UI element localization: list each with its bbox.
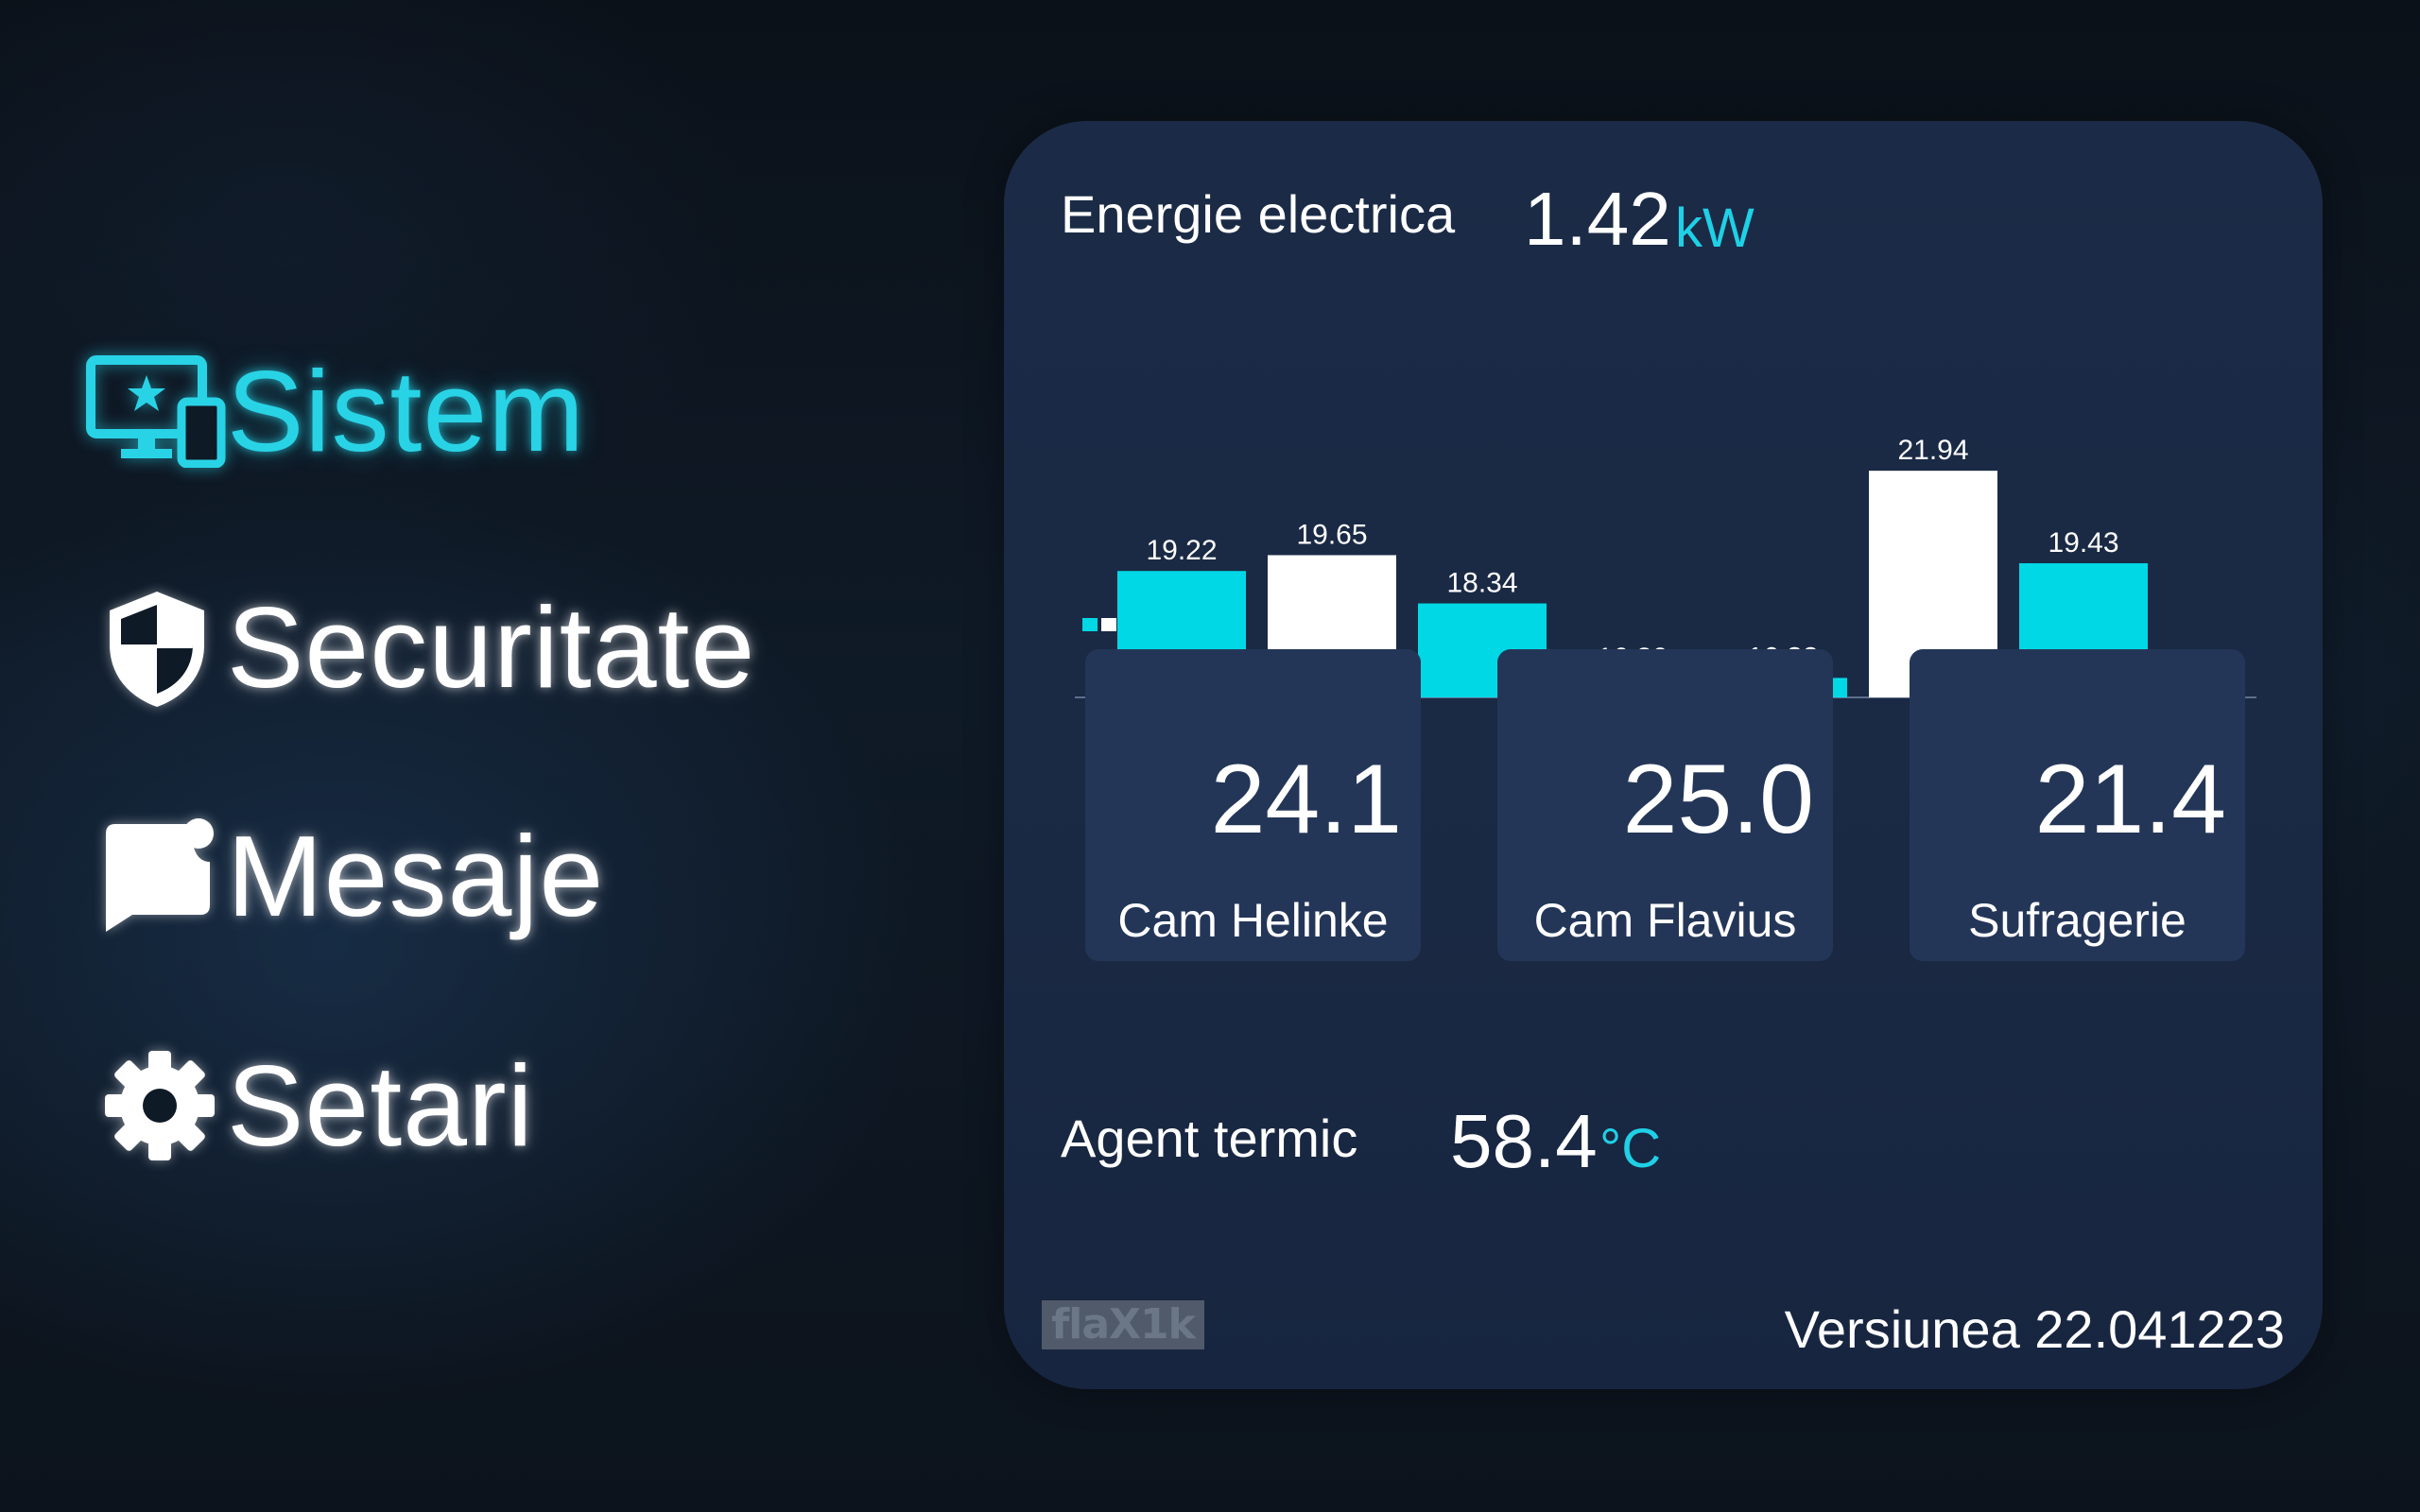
- thermal-agent-unit: °C: [1599, 1118, 1662, 1179]
- nav-item-mesaje[interactable]: Mesaje: [85, 810, 603, 942]
- brand-logo: flaX1k: [1042, 1300, 1204, 1349]
- nav-label-setari: Setari: [227, 1041, 534, 1170]
- chart-data-label: 19.65: [1296, 519, 1367, 550]
- chart-data-label: 19.22: [1146, 535, 1217, 566]
- energy-label: Energie electrica: [1061, 184, 1456, 244]
- shield-icon: [85, 581, 227, 713]
- chart-data-label: 21.94: [1897, 435, 1968, 466]
- energy-unit: kW: [1675, 198, 1754, 259]
- room-tile-cam-flavius[interactable]: 25.0 Cam Flavius: [1497, 649, 1833, 961]
- thermal-agent-value: 58.4: [1450, 1099, 1598, 1183]
- energy-value: 1.42: [1524, 177, 1671, 261]
- nav-item-setari[interactable]: Setari: [85, 1040, 533, 1172]
- room-temperature: 25.0: [1622, 745, 1814, 854]
- room-tile-sufragerie[interactable]: 21.4 Sufragerie: [1910, 649, 2245, 961]
- gear-icon: [85, 1040, 227, 1172]
- room-name: Sufragerie: [1968, 894, 2187, 947]
- message-icon: [85, 810, 227, 942]
- nav-item-sistem[interactable]: Sistem: [85, 345, 584, 477]
- room-name: Cam Helinke: [1117, 894, 1389, 947]
- room-temperature: 24.1: [1210, 745, 1402, 854]
- legend-swatch-white: [1101, 618, 1116, 631]
- room-temperature: 21.4: [2034, 745, 2226, 854]
- nav-label-securitate: Securitate: [227, 583, 756, 712]
- thermal-agent-label: Agent termic: [1061, 1108, 1358, 1168]
- chart-data-label: 19.43: [2048, 527, 2118, 558]
- nav-item-securitate[interactable]: Securitate: [85, 581, 754, 713]
- room-name: Cam Flavius: [1533, 894, 1797, 947]
- chart-legend: [1082, 618, 1120, 633]
- dashboard-panel: Energie electrica 1.42 kW 19.22 19.65 18.3…: [1004, 121, 2323, 1389]
- nav-label-mesaje: Mesaje: [227, 812, 605, 940]
- chart-data-label: 18.34: [1446, 568, 1517, 599]
- room-tile-cam-helinke[interactable]: 24.1 Cam Helinke: [1085, 649, 1421, 961]
- nav-label-sistem: Sistem: [227, 347, 585, 475]
- monitor-devices-icon: [85, 345, 227, 477]
- legend-swatch-accent: [1082, 618, 1098, 631]
- main-navigation: Sistem Securitate Mesaje: [0, 0, 945, 1512]
- version-text: Versiunea 22.041223: [1784, 1299, 2285, 1359]
